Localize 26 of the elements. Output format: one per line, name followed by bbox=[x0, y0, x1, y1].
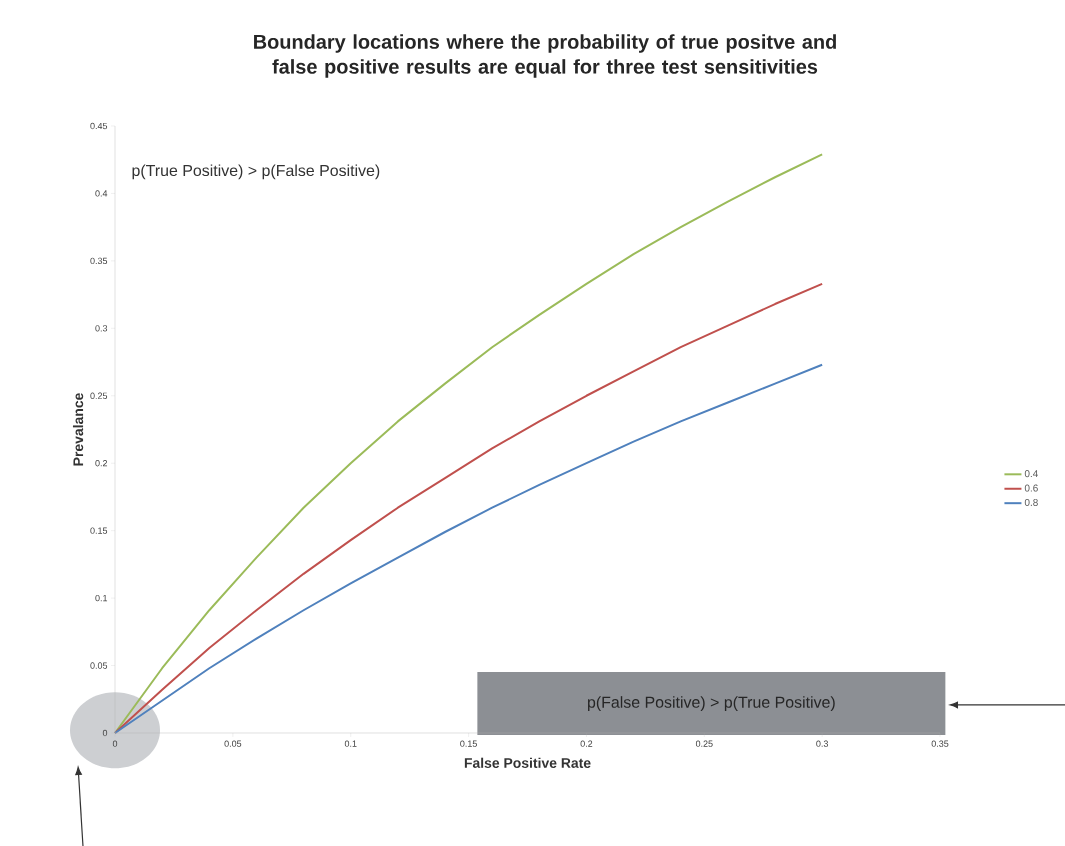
x-tick-label: 0.3 bbox=[816, 740, 828, 747]
y-tick-label: 0.4 bbox=[95, 190, 108, 197]
chart-title: Boundary locations where the probability of true positve and false positive results are equal for three test sensitivities bbox=[254, 34, 836, 78]
y-tick-label: 0.15 bbox=[90, 527, 108, 534]
annotation: p(False Positive) > p(True Positive) bbox=[588, 696, 835, 712]
y-tick-label: 0.45 bbox=[90, 122, 108, 130]
x-tick-label: 0.05 bbox=[224, 740, 242, 747]
y-tick-label: 0.05 bbox=[90, 662, 108, 669]
y-axis-title: Prevalance bbox=[72, 393, 84, 466]
x-tick-label: 0.15 bbox=[460, 740, 477, 747]
x-tick-label: 0.35 bbox=[931, 740, 949, 747]
y-tick-label: 0.25 bbox=[90, 392, 108, 399]
legend-label: 0.4 bbox=[1024, 470, 1038, 478]
x-tick-label: 0.1 bbox=[344, 740, 357, 747]
legend-label: 0.8 bbox=[1024, 498, 1038, 507]
x-tick-label: 0.2 bbox=[580, 740, 593, 747]
x-tick-label: 0.25 bbox=[695, 740, 713, 747]
legend-label: 0.6 bbox=[1024, 484, 1038, 492]
y-tick-label: 0.1 bbox=[95, 594, 108, 602]
y-tick-label: 0.3 bbox=[95, 325, 108, 332]
y-tick-label: 0 bbox=[102, 729, 108, 737]
y-tick-label: 0.2 bbox=[95, 460, 108, 467]
x-tick-label: 0 bbox=[112, 740, 118, 747]
x-axis-title: False Positive Rate bbox=[464, 757, 591, 768]
annotation: p(True Positive) > p(False Positive) bbox=[132, 164, 380, 180]
y-tick-label: 0.35 bbox=[90, 257, 108, 265]
